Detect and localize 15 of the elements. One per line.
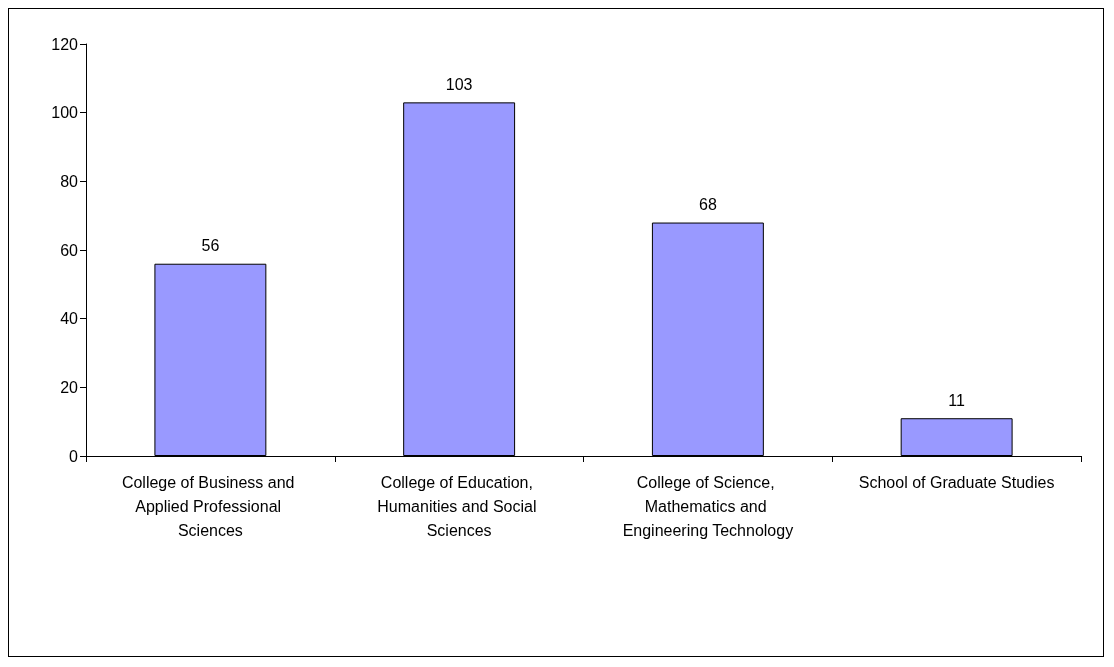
- y-tick-label: 40: [60, 310, 79, 328]
- x-tick-label: College of Education, Humanities and Social Sciences: [377, 473, 541, 539]
- x-tick-label: College of Science, Mathematics and Engineering Technology: [622, 473, 794, 539]
- data-label: 68: [698, 196, 717, 214]
- data-label: 103: [445, 75, 473, 93]
- y-tick-label: 80: [60, 172, 79, 190]
- y-tick-label: 0: [69, 447, 79, 465]
- data-label: 56: [201, 237, 220, 255]
- y-tick-label: 100: [51, 104, 79, 122]
- x-tick-label: School of Graduate Studies: [858, 473, 1055, 491]
- y-tick-label: 60: [60, 241, 79, 259]
- x-tick-label: College of Business and Applied Professional Sciences: [121, 473, 299, 539]
- y-tick-label: 20: [60, 378, 79, 396]
- y-tick-label: 120: [51, 35, 79, 53]
- data-label: 11: [948, 391, 966, 409]
